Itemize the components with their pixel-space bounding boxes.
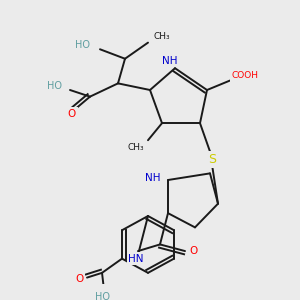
Text: CH₃: CH₃ xyxy=(128,143,144,152)
Text: CH₃: CH₃ xyxy=(154,32,170,40)
Text: HN: HN xyxy=(128,254,144,264)
Text: COOH: COOH xyxy=(232,71,259,80)
Text: HO: HO xyxy=(74,40,89,50)
Text: S: S xyxy=(208,153,216,166)
Text: O: O xyxy=(75,274,83,284)
Text: O: O xyxy=(68,109,76,119)
Text: NH: NH xyxy=(162,56,178,66)
Text: O: O xyxy=(189,246,197,256)
Text: HO: HO xyxy=(94,292,110,300)
Text: HO: HO xyxy=(47,81,62,91)
Text: NH: NH xyxy=(145,173,161,183)
